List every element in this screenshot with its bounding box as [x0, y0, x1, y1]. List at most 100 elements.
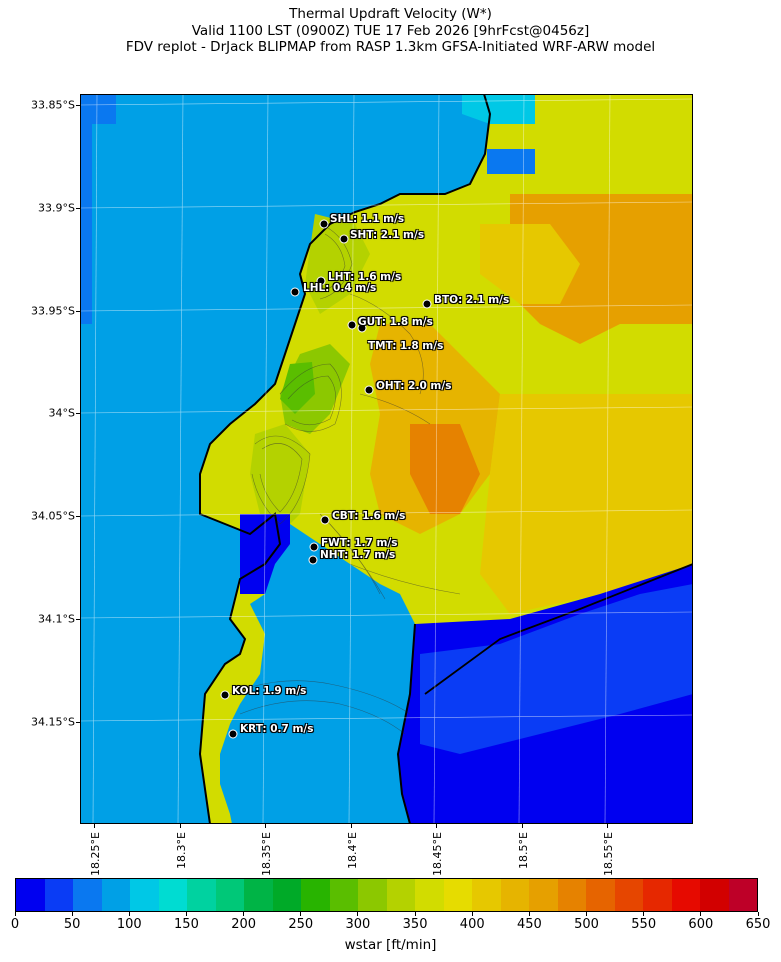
lat-tick — [76, 311, 80, 312]
colorbar-tick — [185, 912, 187, 916]
station-marker-lhl[interactable] — [290, 287, 300, 297]
lat-tick — [76, 413, 80, 414]
lon-label-18-5: 18.5°E — [517, 832, 530, 869]
land-orange-flats-2 — [410, 424, 480, 514]
station-label-krt: KRT: 0.7 m/s — [240, 723, 314, 735]
lon-tick — [94, 824, 95, 828]
colorbar-tick — [71, 912, 73, 916]
station-marker-bto[interactable] — [422, 299, 432, 309]
station-marker-gut-2[interactable] — [357, 323, 367, 333]
colorbar-segment — [415, 879, 444, 911]
lon-tick — [522, 824, 523, 828]
colorbar-segment — [728, 879, 757, 911]
land-green-slopes — [280, 362, 315, 414]
lat-label-34-15: 34.15°S — [31, 715, 75, 729]
colorbar-tick-label: 550 — [631, 917, 657, 932]
colorbar-segment — [130, 879, 159, 911]
colorbar-tick — [471, 912, 473, 916]
station-label-shl: SHL: 1.1 m/s — [330, 213, 405, 225]
station-marker-krt[interactable] — [228, 729, 238, 739]
station-marker-oht[interactable] — [364, 385, 374, 395]
land-blue-north — [487, 149, 535, 174]
lat-label-34: 34°S — [48, 406, 75, 420]
sea-strip-west — [80, 124, 92, 324]
colorbar-segment — [215, 879, 244, 911]
coastline — [198, 94, 492, 824]
colorbar-segment — [586, 879, 615, 911]
station-label-lht: LHT: 1.6 m/s — [328, 271, 402, 283]
colorbar-segment — [443, 879, 472, 911]
station-marker-nht[interactable] — [308, 555, 318, 565]
colorbar-segment — [272, 879, 301, 911]
title-line-3: FDV replot - DrJack BLIPMAP from RASP 1.… — [125, 39, 656, 55]
lon-label-18-3: 18.3°E — [175, 832, 188, 869]
colorbar-tick — [414, 912, 416, 916]
station-label-bto: BTO: 2.1 m/s — [434, 294, 510, 306]
lon-tick — [265, 824, 266, 828]
station-label-oht: OHT: 2.0 m/s — [376, 380, 452, 392]
station-marker-gut[interactable] — [347, 320, 357, 330]
land-cyan-north — [462, 94, 535, 124]
graticule — [80, 94, 693, 824]
lat-label-33-9: 33.9°S — [38, 201, 75, 215]
station-marker-lht[interactable] — [316, 276, 326, 286]
false-bay-inner — [420, 584, 693, 754]
map-canvas — [80, 94, 693, 824]
sea-patch-nw — [80, 94, 116, 124]
lon-label-18-4: 18.4°E — [346, 832, 359, 869]
map-plot-area[interactable] — [80, 94, 693, 824]
colorbar-tick-label: 650 — [745, 917, 771, 932]
colorbar-segment — [529, 879, 558, 911]
colorbar-segment — [386, 879, 415, 911]
colorbar-segment — [158, 879, 187, 911]
lat-label-33-95: 33.95°S — [31, 304, 75, 318]
colorbar-tick — [700, 912, 702, 916]
colorbar-tick-label: 350 — [402, 917, 428, 932]
colorbar-segment — [358, 879, 387, 911]
colorbar-segment — [73, 879, 102, 911]
station-marker-cbt[interactable] — [320, 515, 330, 525]
land-table-mountain — [305, 214, 370, 314]
station-label-kol: KOL: 1.9 m/s — [232, 685, 307, 697]
colorbar-tick-label: 100 — [116, 917, 142, 932]
lon-tick — [351, 824, 352, 828]
colorbar-tick — [586, 912, 588, 916]
colorbar-segment — [244, 879, 273, 911]
station-label-sht: SHT: 2.1 m/s — [350, 229, 425, 241]
station-marker-kol[interactable] — [220, 690, 230, 700]
colorbar-tick-label: 0 — [10, 917, 20, 932]
colorbar-tick — [757, 912, 759, 916]
station-label-lhl: LHL: 0.4 m/s — [303, 282, 377, 294]
colorbar-tick-label: 500 — [574, 917, 599, 932]
colorbar-tick — [300, 912, 302, 916]
lat-label-33-85: 33.85°S — [31, 98, 75, 112]
colorbar-segment — [301, 879, 330, 911]
colorbar-tick-label: 300 — [345, 917, 371, 932]
lon-label-18-55: 18.55°E — [602, 832, 615, 876]
colorbar-tick-label: 250 — [288, 917, 314, 932]
colorbar-segment — [187, 879, 216, 911]
coastline-east — [396, 623, 416, 824]
municipal-boundary — [424, 563, 693, 695]
lat-tick — [76, 516, 80, 517]
colorbar-tick-label: 400 — [459, 917, 485, 932]
colorbar-tick — [243, 912, 245, 916]
station-label-fwt: FWT: 1.7 m/s — [321, 537, 398, 549]
lon-tick — [607, 824, 608, 828]
land-orange-north — [480, 224, 580, 304]
colorbar-title: wstar [ft/min] — [344, 937, 437, 953]
station-label-nht: NHT: 1.7 m/s — [320, 549, 396, 561]
station-marker-sht[interactable] — [339, 234, 349, 244]
station-marker-shl[interactable] — [319, 219, 329, 229]
colorbar-tick-label: 600 — [688, 917, 714, 932]
colorbar-segment — [16, 879, 45, 911]
lon-tick — [436, 824, 437, 828]
lat-label-34-05: 34.05°S — [31, 509, 75, 523]
colorbar-segment — [472, 879, 501, 911]
land-yellow-east — [480, 394, 693, 614]
colorbar-segment — [557, 879, 586, 911]
colorbar-tick — [357, 912, 359, 916]
colorbar-tick — [128, 912, 130, 916]
station-marker-fwt[interactable] — [309, 542, 319, 552]
colorbar-tick — [14, 912, 16, 916]
